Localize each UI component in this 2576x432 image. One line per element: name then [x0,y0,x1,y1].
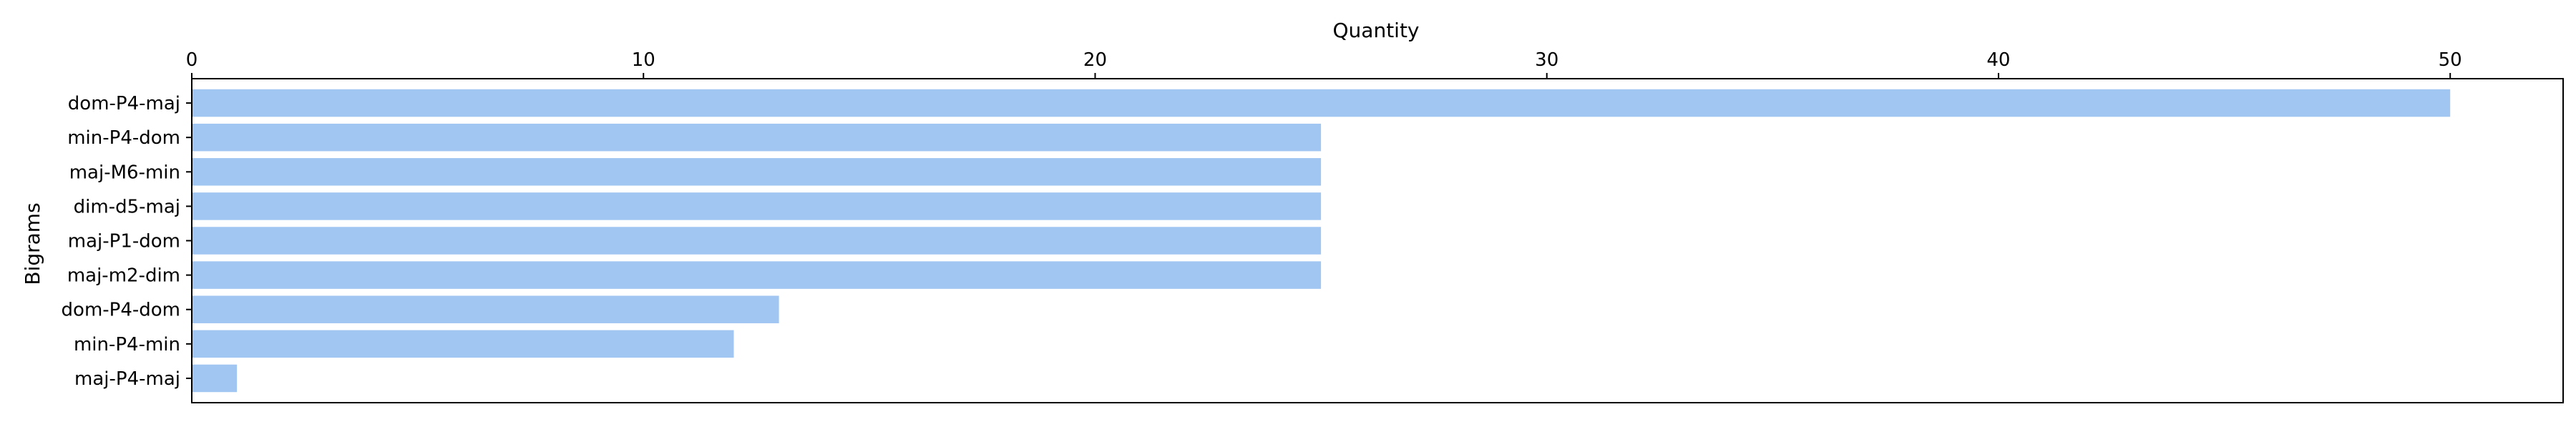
y-tick-label: min-P4-dom [67,127,180,149]
x-tick-label: 30 [1535,49,1558,71]
bars-layer [192,89,2451,393]
bar-maj-M6-min [192,158,1322,186]
y-tick-label: maj-m2-dim [67,265,180,287]
bar-maj-P4-maj [192,364,238,393]
y-axis-label: Bigrams [21,202,44,285]
y-tick-label: dim-d5-maj [74,196,180,217]
y-tick-label: maj-M6-min [69,162,180,183]
bar-dim-d5-maj [192,192,1322,220]
x-tick-label: 50 [2439,49,2462,71]
x-axis-label: Quantity [1333,19,1420,42]
y-tick-label: dom-P4-maj [68,93,180,114]
axes-layer: dom-P4-maj min-P4-dom maj-M6-min dim-d5-maj… [62,49,2564,403]
x-tick-label: 40 [1986,49,2010,71]
x-tick-label: 0 [186,49,198,71]
y-tick-label: maj-P1-dom [68,231,180,252]
bar-maj-P1-dom [192,227,1322,255]
y-tick-label: min-P4-min [74,334,180,355]
y-tick-label: maj-P4-maj [74,368,180,390]
bar-dom-P4-maj [192,89,2451,117]
x-tick-label: 10 [632,49,655,71]
plot-frame [191,78,2564,403]
x-tick-label: 20 [1083,49,1107,71]
bar-maj-m2-dim [192,261,1322,289]
bar-dom-P4-dom [192,295,779,323]
bar-min-P4-min [192,330,734,358]
y-tick-label: dom-P4-dom [62,300,180,321]
bar-min-P4-dom [192,123,1322,152]
